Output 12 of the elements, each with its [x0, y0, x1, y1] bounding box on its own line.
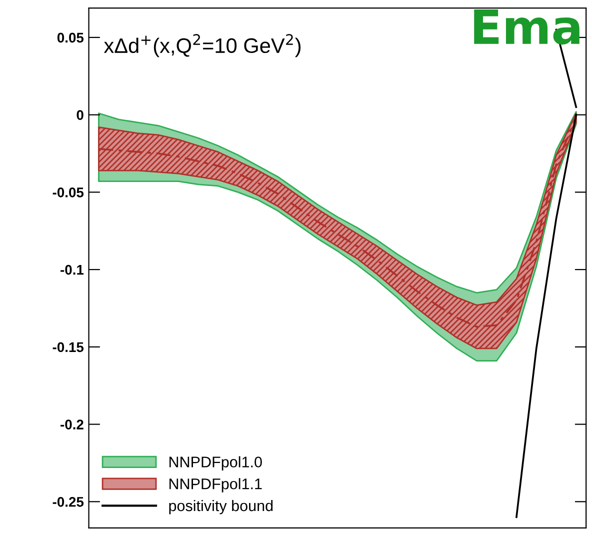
legend-label: positivity bound — [169, 500, 273, 514]
text: xΔd$^{+}$(x,Q$^{2}$=10 GeV$^{2}$) — [104, 34, 301, 58]
annotation: Ema — [474, 9, 580, 45]
legend-label: NNPDFpol1.1 — [170, 478, 262, 492]
y-tick-label: 0 — [76, 110, 84, 120]
y-tick-label: 0.05 — [57, 32, 84, 43]
y-tick-label: -0.15 — [52, 342, 84, 352]
y-tick-label: -0.05 — [52, 188, 84, 198]
y-tick-label: -0.25 — [52, 496, 84, 507]
legend-label: NNPDFpol1.0 — [170, 456, 262, 470]
y-tick-label: -0.2 — [60, 420, 84, 430]
y-tick-label: -0.1 — [60, 264, 84, 275]
